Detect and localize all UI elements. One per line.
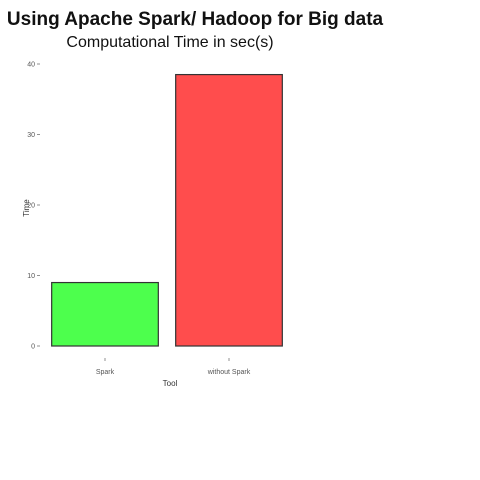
x-axis-label: Tool [163, 379, 178, 388]
bar-without-spark [175, 73, 283, 347]
x-axis: Spark without Spark [96, 358, 251, 376]
y-tick-label: 30 [27, 132, 35, 139]
y-tick-label: 0 [31, 344, 35, 351]
chart-subtitle: Computational Time in sec(s) [66, 34, 273, 51]
y-tick-label: 10 [27, 273, 35, 280]
x-tick-label: Spark [96, 369, 115, 376]
y-tick-label: 20 [27, 203, 35, 210]
chart-title: Using Apache Spark/ Hadoop for Big data [7, 9, 384, 30]
y-axis-label: Time [22, 199, 31, 217]
y-tick-label: 40 [27, 62, 35, 69]
y-axis: 0 10 20 30 40 [27, 62, 40, 351]
bars [51, 73, 283, 347]
bar-spark [51, 281, 159, 347]
x-tick-label: without Spark [207, 369, 251, 376]
